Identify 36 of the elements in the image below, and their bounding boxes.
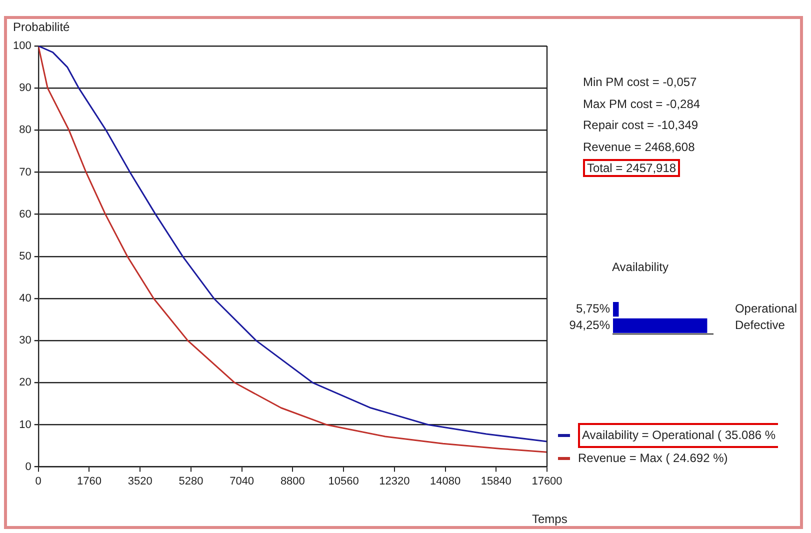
x-tick-label: 8800 [280, 475, 305, 488]
x-tick-label: 15840 [480, 475, 512, 488]
y-tick-label: 50 [19, 250, 32, 262]
y-axis-title: Probabilité [13, 20, 70, 34]
y-tick-label: 20 [19, 376, 32, 389]
text: Min PM cost = -0,057 [583, 75, 697, 89]
x-tick-label: 7040 [230, 475, 254, 488]
x-tick-label: 3520 [128, 475, 152, 488]
y-tick-label: 40 [19, 292, 32, 305]
x-tick-label: 0 [35, 475, 42, 488]
text: Revenue = 2468,608 [583, 140, 695, 154]
x-tick-label: 5280 [178, 475, 204, 488]
y-tick-label: 60 [19, 208, 32, 220]
highlight-frame: Total = 2457,918 [583, 159, 680, 177]
x-axis-title: Temps [532, 512, 568, 526]
y-tick-label: 80 [19, 124, 32, 136]
y-tick-label: 90 [19, 82, 32, 94]
x-tick-label: 1760 [76, 475, 102, 488]
y-tick-label: 30 [19, 334, 32, 347]
text: Repair cost = -10,349 [583, 118, 698, 132]
text: Availability = Operational ( 35.086 % [578, 423, 778, 448]
y-tick-label: 100 [12, 40, 32, 52]
x-tick-label: 10560 [328, 475, 359, 488]
legend-label: Revenue = Max ( 24.692 %) [578, 450, 728, 467]
data-label: 94,25% [569, 318, 610, 332]
data-label: 5,75% [576, 302, 610, 316]
y-tick-label: 10 [19, 418, 32, 431]
x-tick-label: 12320 [379, 475, 410, 488]
x-tick-label: 17600 [532, 475, 562, 488]
y-tick-label: Operational [734, 302, 798, 316]
text: Max PM cost = -0,284 [583, 96, 700, 110]
chart-title: Availability [612, 260, 668, 274]
y-tick-label: 70 [19, 166, 32, 178]
x-tick-label: 14080 [430, 475, 461, 488]
y-tick-label: 0 [25, 460, 32, 473]
y-tick-label: Defective [734, 318, 786, 332]
